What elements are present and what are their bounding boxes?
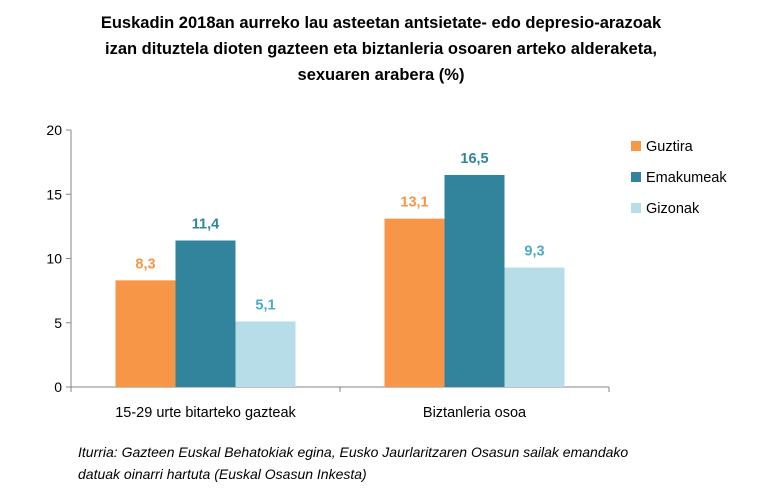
data-label: 16,5	[460, 151, 488, 167]
source-line: Iturria: Gazteen Euskal Behatokiak egina…	[78, 444, 629, 460]
bar-guztira	[384, 218, 445, 387]
chart-title: Euskadin 2018an aurreko lau asteetan ant…	[0, 10, 762, 88]
chart-title-line: izan dituztela dioten gazteen eta biztan…	[105, 40, 657, 58]
x-tick-label: 15-29 urte bitarteko gazteak	[115, 405, 296, 421]
bar-emakumeak	[444, 174, 505, 387]
legend-label: Emakumeak	[646, 170, 727, 186]
legend-swatch	[631, 203, 641, 213]
chart-title-line: Euskadin 2018an aurreko lau asteetan ant…	[100, 14, 662, 32]
bar-guztira	[115, 280, 176, 387]
y-tick-label: 20	[46, 122, 62, 138]
data-label: 11,4	[192, 217, 219, 233]
data-label: 13,1	[400, 195, 428, 211]
chart-title-line: sexuaren arabera (%)	[297, 66, 465, 84]
data-label: 5,1	[255, 297, 275, 313]
legend-label: Guztira	[646, 139, 694, 155]
y-tick-label: 10	[46, 251, 62, 267]
data-label: 9,3	[524, 243, 544, 259]
bar-gizonak	[235, 321, 296, 387]
source-line: datuak oinarri hartuta (Euskal Osasun In…	[78, 466, 367, 482]
legend-swatch	[631, 141, 641, 151]
x-tick-label: Biztanleria osoa	[423, 405, 527, 421]
data-label: 8,3	[135, 256, 155, 272]
legend-swatch	[631, 172, 641, 182]
bar-emakumeak	[175, 240, 236, 387]
bar-gizonak	[504, 267, 565, 387]
source-note: Iturria: Gazteen Euskal Behatokiak egina…	[78, 441, 628, 485]
y-tick-label: 0	[54, 379, 62, 395]
y-tick-label: 15	[46, 186, 62, 202]
legend-label: Gizonak	[646, 201, 700, 217]
y-tick-label: 5	[54, 315, 62, 331]
